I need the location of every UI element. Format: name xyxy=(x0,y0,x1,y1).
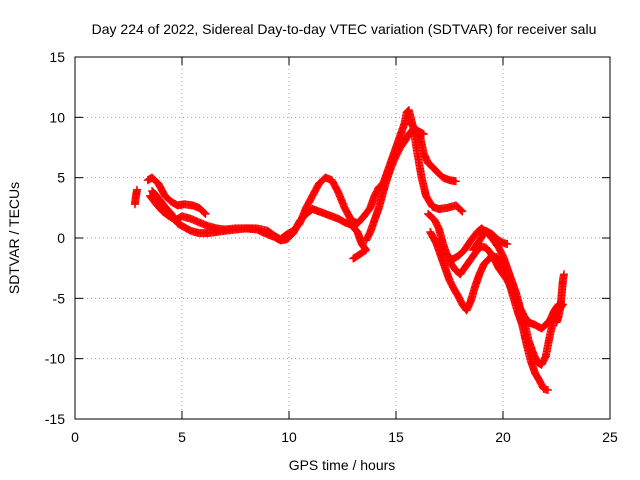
series-track-f xyxy=(406,119,428,139)
series-track-a xyxy=(130,185,142,209)
y-tick-label: 5 xyxy=(57,170,65,186)
y-tick-labels: -15 -10 -5 0 5 10 15 xyxy=(45,49,65,427)
data-marks xyxy=(130,106,568,395)
data-point xyxy=(349,254,358,263)
chart-title: Day 224 of 2022, Sidereal Day-to-day VTE… xyxy=(92,21,597,37)
series-track-b xyxy=(143,173,210,218)
y-axis-label: SDTVAR / TECUs xyxy=(6,182,22,294)
data-point xyxy=(543,386,552,395)
series-track-c xyxy=(145,106,467,244)
data-point xyxy=(133,185,142,194)
y-tick-label: -5 xyxy=(53,290,66,306)
series-track-i xyxy=(434,224,563,333)
x-tick-label: 5 xyxy=(178,429,186,445)
axis-ticks xyxy=(74,56,611,420)
series-track-j xyxy=(469,226,512,255)
data-point xyxy=(451,177,460,186)
y-tick-label: 10 xyxy=(49,109,65,125)
data-point xyxy=(559,270,568,279)
x-tick-label: 15 xyxy=(388,429,404,445)
data-point xyxy=(201,209,210,218)
x-tick-label: 10 xyxy=(281,429,297,445)
x-tick-labels: 0 5 10 15 20 25 xyxy=(71,429,618,445)
y-tick-label: -15 xyxy=(45,411,65,427)
x-tick-label: 25 xyxy=(602,429,618,445)
data-point xyxy=(458,207,467,216)
x-tick-label: 0 xyxy=(71,429,79,445)
y-tick-label: 0 xyxy=(57,230,65,246)
series-track-d xyxy=(148,186,371,263)
y-tick-label: 15 xyxy=(49,49,65,65)
data-point xyxy=(457,206,466,215)
x-axis-label: GPS time / hours xyxy=(289,457,396,473)
data-point xyxy=(503,240,512,249)
series-track-k xyxy=(552,270,568,327)
x-tick-label: 20 xyxy=(495,429,511,445)
data-point xyxy=(200,208,209,217)
series-track-e xyxy=(362,125,460,245)
data-point xyxy=(419,130,428,139)
y-tick-label: -10 xyxy=(45,351,65,367)
